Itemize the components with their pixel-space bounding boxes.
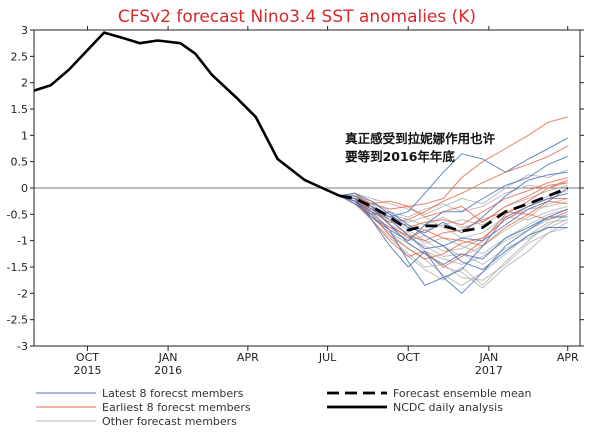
x-tick-label-month: JUL <box>318 351 337 364</box>
member-line-latest <box>339 155 568 242</box>
y-tick-label: 3 <box>21 24 28 37</box>
analysis-series <box>33 31 341 198</box>
x-tick-label-year: 2015 <box>73 364 101 377</box>
x-tick-label-month: APR <box>557 351 579 364</box>
y-tick-label: -0.5 <box>7 208 28 221</box>
y-tick-label: 0.5 <box>11 156 29 169</box>
x-tick-label-month: OCT <box>76 351 99 364</box>
member-line-other <box>339 169 568 215</box>
y-tick-label: -2 <box>17 287 28 300</box>
x-tick-label-month: APR <box>237 351 259 364</box>
legend-label-other: Other forecast members <box>102 415 237 428</box>
x-tick-label-month: JAN <box>158 351 178 364</box>
y-tick-label: 1 <box>21 129 28 142</box>
forecast-members <box>339 116 568 294</box>
y-tick-label: 1.5 <box>11 103 29 116</box>
x-tick-label-year: 2016 <box>154 364 182 377</box>
y-tick-label: -1.5 <box>7 261 28 274</box>
y-tick-label: -1 <box>17 235 28 248</box>
x-tick-label-year: 2017 <box>475 364 503 377</box>
y-tick-label: 2.5 <box>11 50 29 63</box>
member-line-latest <box>339 195 568 265</box>
legend-label-ensemble: Forecast ensemble mean <box>393 387 532 400</box>
y-tick-label: 2 <box>21 77 28 90</box>
y-tick-label: -2.5 <box>7 314 28 327</box>
member-line-latest <box>339 195 568 271</box>
annotation-line-1: 真正感受到拉妮娜作用也许 <box>345 131 496 146</box>
x-tick-label-month: OCT <box>397 351 420 364</box>
y-axis: 3 2.5 2 1.5 1 0.5 0 -0.5 -1 -1.5 -2 -2.5 -3 <box>7 24 584 353</box>
y-tick-label: 0 <box>21 182 28 195</box>
analysis-line <box>33 31 341 198</box>
legend-label-earliest: Earliest 8 forecst members <box>102 401 251 414</box>
legend-label-analysis: NCDC daily analysis <box>393 401 503 414</box>
plot-frame <box>33 29 581 347</box>
x-tick-label-month: JAN <box>478 351 498 364</box>
chart-title: CFSv2 forecast Nino3.4 SST anomalies (K) <box>118 7 476 27</box>
member-line-latest <box>339 171 568 234</box>
y-tick-label: -3 <box>17 340 28 353</box>
annotation-line-2: 要等到2016年年底 <box>345 149 455 164</box>
member-line-latest <box>339 195 568 294</box>
legend-label-latest: Latest 8 forecst members <box>102 387 244 400</box>
